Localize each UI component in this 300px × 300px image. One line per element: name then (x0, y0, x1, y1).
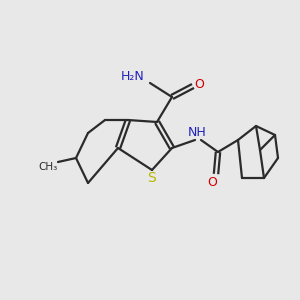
Text: O: O (194, 79, 204, 92)
Text: H₂N: H₂N (121, 70, 145, 83)
Text: CH₃: CH₃ (38, 162, 58, 172)
Text: S: S (148, 171, 156, 185)
Text: NH: NH (188, 127, 206, 140)
Text: O: O (207, 176, 217, 188)
